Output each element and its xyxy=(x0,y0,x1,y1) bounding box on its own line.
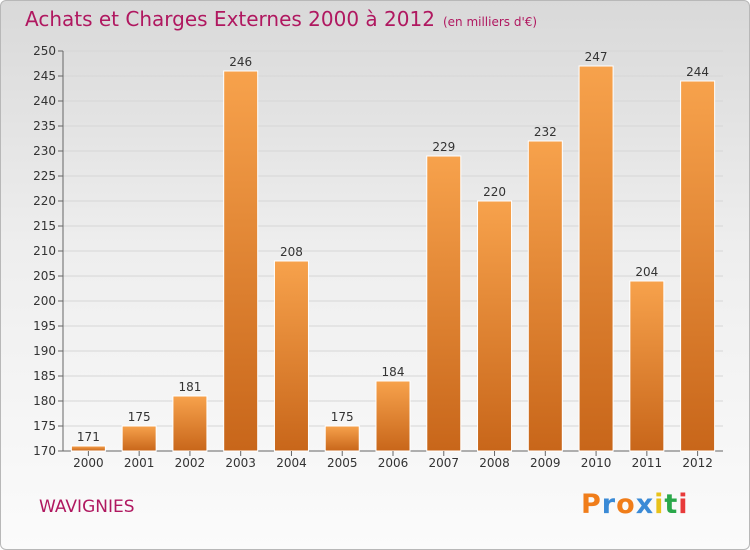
value-labels: 171 175 181 246 208 175 184 229 220 232 247 204 244 xyxy=(77,50,709,444)
y-tick-label: 250 xyxy=(33,44,56,58)
x-tick-label-2011: 2011 xyxy=(632,456,663,470)
x-tick-label-2007: 2007 xyxy=(428,456,459,470)
y-tick-label: 230 xyxy=(33,144,56,158)
bar-2002 xyxy=(172,395,208,452)
logo-letter: t xyxy=(664,489,679,520)
y-tick-label: 205 xyxy=(33,269,56,283)
value-label-2004: 208 xyxy=(280,245,303,259)
chart-title: Achats et Charges Externes 2000 à 2012 (e… xyxy=(25,7,537,31)
bar-2005 xyxy=(324,425,360,452)
x-tick-label-2008: 2008 xyxy=(479,456,510,470)
logo-letter: P xyxy=(581,489,602,520)
x-tick-label-2009: 2009 xyxy=(530,456,561,470)
bar-2004 xyxy=(273,260,309,452)
bar-2000 xyxy=(70,445,106,452)
y-tick-label: 245 xyxy=(33,69,56,83)
x-tick-label-2003: 2003 xyxy=(225,456,256,470)
value-label-2009: 232 xyxy=(534,125,557,139)
value-label-2002: 181 xyxy=(178,380,201,394)
place-name: WAVIGNIES xyxy=(39,497,135,517)
bar-2007 xyxy=(426,155,462,452)
value-label-2000: 171 xyxy=(77,430,100,444)
logo-letter: i xyxy=(654,489,665,520)
bars xyxy=(70,65,716,452)
x-tick-label-2006: 2006 xyxy=(378,456,409,470)
bar-2010 xyxy=(578,65,614,452)
value-label-2011: 204 xyxy=(635,265,658,279)
x-tick-label-2005: 2005 xyxy=(327,456,358,470)
bar-2008 xyxy=(477,200,513,452)
bar-2003 xyxy=(223,70,259,452)
value-label-2001: 175 xyxy=(128,410,151,424)
x-tick-label-2010: 2010 xyxy=(581,456,612,470)
logo-letter: o xyxy=(616,489,636,520)
value-label-2010: 247 xyxy=(585,50,608,64)
logo-letter: i xyxy=(678,489,689,520)
proxiti-logo[interactable]: Proxiti xyxy=(581,489,689,520)
logo-letter: r xyxy=(601,489,617,520)
value-label-2012: 244 xyxy=(686,65,709,79)
x-tick-labels: 2000 2001 2002 2003 2004 2005 2006 2007 2008 2009… xyxy=(73,451,713,470)
value-label-2005: 175 xyxy=(331,410,354,424)
y-tick-label: 235 xyxy=(33,119,56,133)
y-tick-label: 175 xyxy=(33,419,56,433)
value-label-2007: 229 xyxy=(432,140,455,154)
x-tick-label-2004: 2004 xyxy=(276,456,307,470)
y-tick-label: 240 xyxy=(33,94,56,108)
value-label-2006: 184 xyxy=(382,365,405,379)
bar-2006 xyxy=(375,380,411,452)
y-tick-label: 170 xyxy=(33,444,56,458)
y-tick-label: 220 xyxy=(33,194,56,208)
bar-2012 xyxy=(680,80,716,452)
value-label-2003: 246 xyxy=(229,55,252,69)
y-tick-label: 180 xyxy=(33,394,56,408)
bar-2001 xyxy=(121,425,157,452)
x-tick-label-2002: 2002 xyxy=(175,456,206,470)
y-tick-label: 190 xyxy=(33,344,56,358)
y-tick-label: 200 xyxy=(33,294,56,308)
y-tick-label: 185 xyxy=(33,369,56,383)
title-text: Achats et Charges Externes 2000 à 2012 xyxy=(25,7,435,31)
y-tick-label: 195 xyxy=(33,319,56,333)
unit-label: (en milliers d'€) xyxy=(442,15,538,29)
x-tick-label-2001: 2001 xyxy=(124,456,155,470)
y-tick-labels: 170 175 180 185 190 195 200 205 210 215 220 225 230 2… xyxy=(33,44,63,458)
x-tick-label-2012: 2012 xyxy=(682,456,713,470)
value-label-2008: 220 xyxy=(483,185,506,199)
x-tick-label-2000: 2000 xyxy=(73,456,104,470)
bar-2009 xyxy=(527,140,563,452)
y-tick-label: 210 xyxy=(33,244,56,258)
y-tick-label: 215 xyxy=(33,219,56,233)
logo-letter: x xyxy=(635,489,655,520)
y-tick-label: 225 xyxy=(33,169,56,183)
bar-2011 xyxy=(629,280,665,452)
